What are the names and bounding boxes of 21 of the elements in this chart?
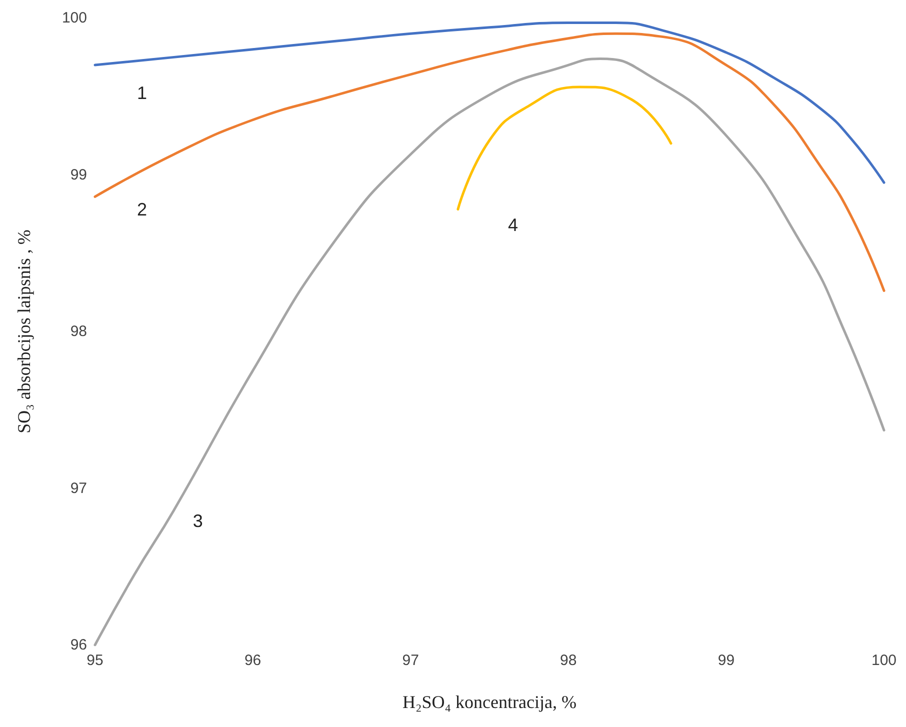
x-tick-label: 98 bbox=[560, 652, 577, 669]
y-axis-title: SO₃ absorbcijos laipsnis , % bbox=[14, 230, 34, 434]
x-tick-label: 96 bbox=[244, 652, 262, 669]
y-tick-label: 96 bbox=[70, 636, 87, 654]
y-tick-label: 98 bbox=[70, 323, 87, 340]
x-tick-label: 95 bbox=[86, 652, 104, 669]
x-tick-label: 99 bbox=[718, 652, 735, 669]
line-series bbox=[456, 86, 672, 210]
y-tick-label: 97 bbox=[70, 480, 87, 497]
text: 4 bbox=[508, 215, 518, 236]
y-tick-label: 100 bbox=[62, 10, 87, 26]
x-tick-label: 97 bbox=[402, 652, 419, 669]
series-label: 1 bbox=[136, 83, 148, 104]
series-label: 3 bbox=[192, 511, 203, 532]
line-series bbox=[94, 21, 886, 184]
x-axis-title: H₂SO₄ koncentracija, % bbox=[402, 692, 577, 712]
line-series bbox=[94, 32, 886, 292]
y-tick-label: 99 bbox=[70, 166, 87, 184]
line-series bbox=[94, 58, 886, 646]
series-label: 2 bbox=[136, 200, 148, 220]
x-tick-label: 100 bbox=[871, 652, 897, 669]
